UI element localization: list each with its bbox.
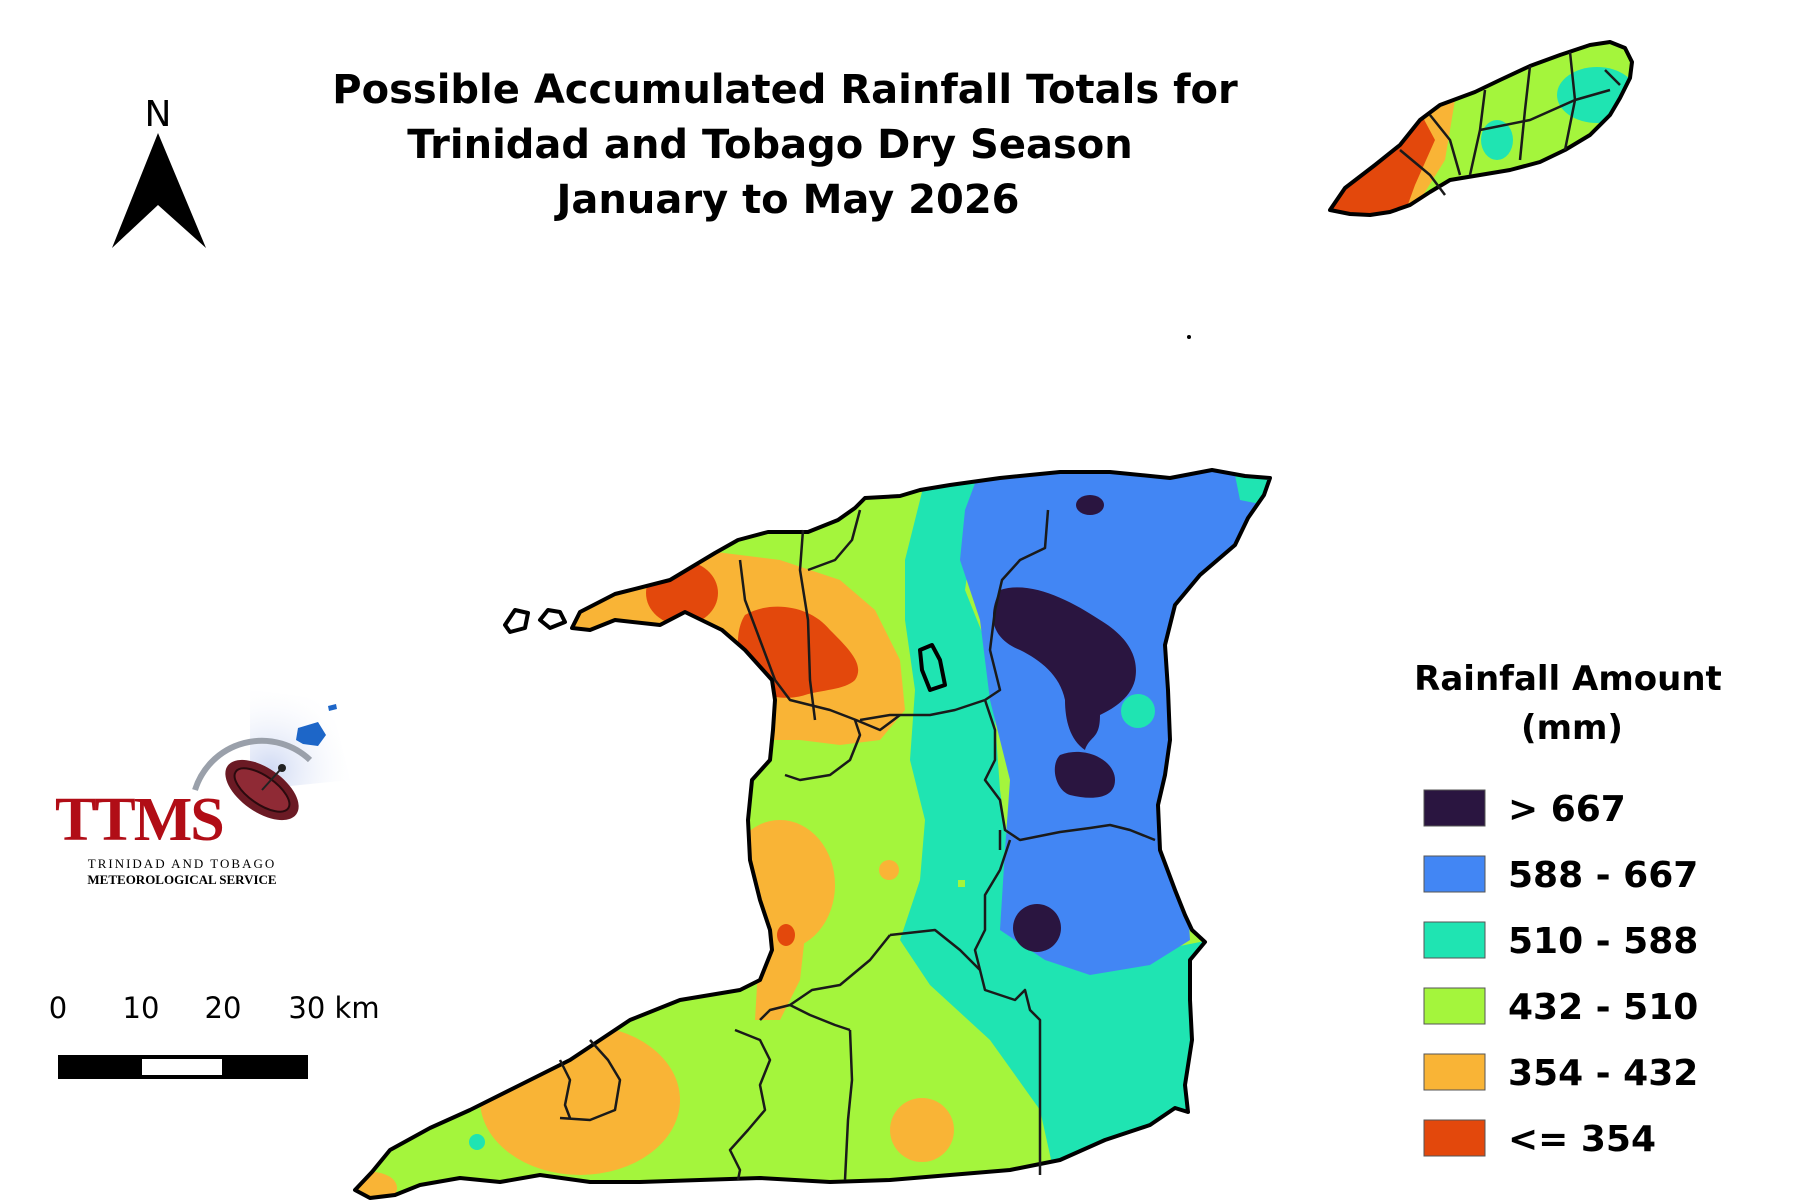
legend-item: 588 - 667 xyxy=(1423,855,1698,896)
legend-swatch xyxy=(1423,1119,1486,1157)
scale-label-30: 30 km xyxy=(288,991,379,1025)
legend-swatch xyxy=(1423,855,1486,893)
legend-item: 354 - 432 xyxy=(1423,1053,1698,1094)
scale-label-0: 0 xyxy=(49,991,67,1025)
nariva-swamp-outline xyxy=(918,643,947,692)
legend-label: 510 - 588 xyxy=(1508,921,1698,962)
north-arrow: N xyxy=(112,94,206,248)
legend: Rainfall Amount (mm) > 667 588 - 667 510 -… xyxy=(1414,659,1722,1160)
zone-gt-667-3 xyxy=(1013,904,1061,952)
ttms-logo: TTMS TRINIDAD AND TOBAGO METEOROLOGICAL … xyxy=(55,690,350,887)
legend-item: 432 - 510 xyxy=(1423,987,1698,1028)
tobago-inset xyxy=(1328,40,1634,217)
map-title: Possible Accumulated Rainfall Totals for… xyxy=(332,67,1238,223)
legend-label: > 667 xyxy=(1508,789,1626,830)
legend-label: 354 - 432 xyxy=(1508,1053,1698,1094)
logo-line-2: METEOROLOGICAL SERVICE xyxy=(87,872,276,887)
satellite-dish-icon xyxy=(225,759,299,821)
island-monos xyxy=(538,608,567,630)
north-label: N xyxy=(145,94,172,135)
zone-gt-667-1 xyxy=(992,587,1136,750)
legend-label: 588 - 667 xyxy=(1508,855,1698,896)
legend-item: <= 354 xyxy=(1423,1119,1656,1160)
legend-swatch xyxy=(1423,789,1486,827)
logo-acronym: TTMS xyxy=(55,786,223,854)
legend-swatch xyxy=(1423,1053,1486,1091)
island-chacachacare xyxy=(503,608,530,634)
trinidad-map xyxy=(353,468,1272,1200)
scale-label-10: 10 xyxy=(123,991,160,1025)
legend-title-line-1: Rainfall Amount xyxy=(1414,659,1722,699)
scale-label-20: 20 xyxy=(205,991,242,1025)
zone-354-432-south xyxy=(480,1025,680,1175)
scale-bar: 0 10 20 30 km xyxy=(49,991,380,1079)
title-line-1: Possible Accumulated Rainfall Totals for xyxy=(332,67,1238,113)
legend-label: <= 354 xyxy=(1508,1119,1656,1160)
legend-label: 432 - 510 xyxy=(1508,987,1698,1028)
legend-swatch xyxy=(1423,921,1486,959)
title-line-2: Trinidad and Tobago Dry Season xyxy=(407,122,1132,168)
legend-item: > 667 xyxy=(1423,789,1626,830)
legend-title-line-2: (mm) xyxy=(1521,708,1623,748)
zone-gt-667-2 xyxy=(1054,751,1115,798)
title-line-3: January to May 2026 xyxy=(554,177,1020,223)
map-speck xyxy=(1187,335,1191,339)
legend-swatch xyxy=(1423,987,1486,1025)
trinidad-coastline xyxy=(353,468,1272,1200)
logo-island-icon xyxy=(296,722,326,746)
tobago-coastline xyxy=(1328,40,1634,217)
north-arrow-icon xyxy=(112,133,206,248)
logo-line-1: TRINIDAD AND TOBAGO xyxy=(88,856,276,871)
scale-bar-segment xyxy=(142,1059,222,1075)
legend-item: 510 - 588 xyxy=(1423,921,1698,962)
county-borders xyxy=(558,509,1156,1181)
